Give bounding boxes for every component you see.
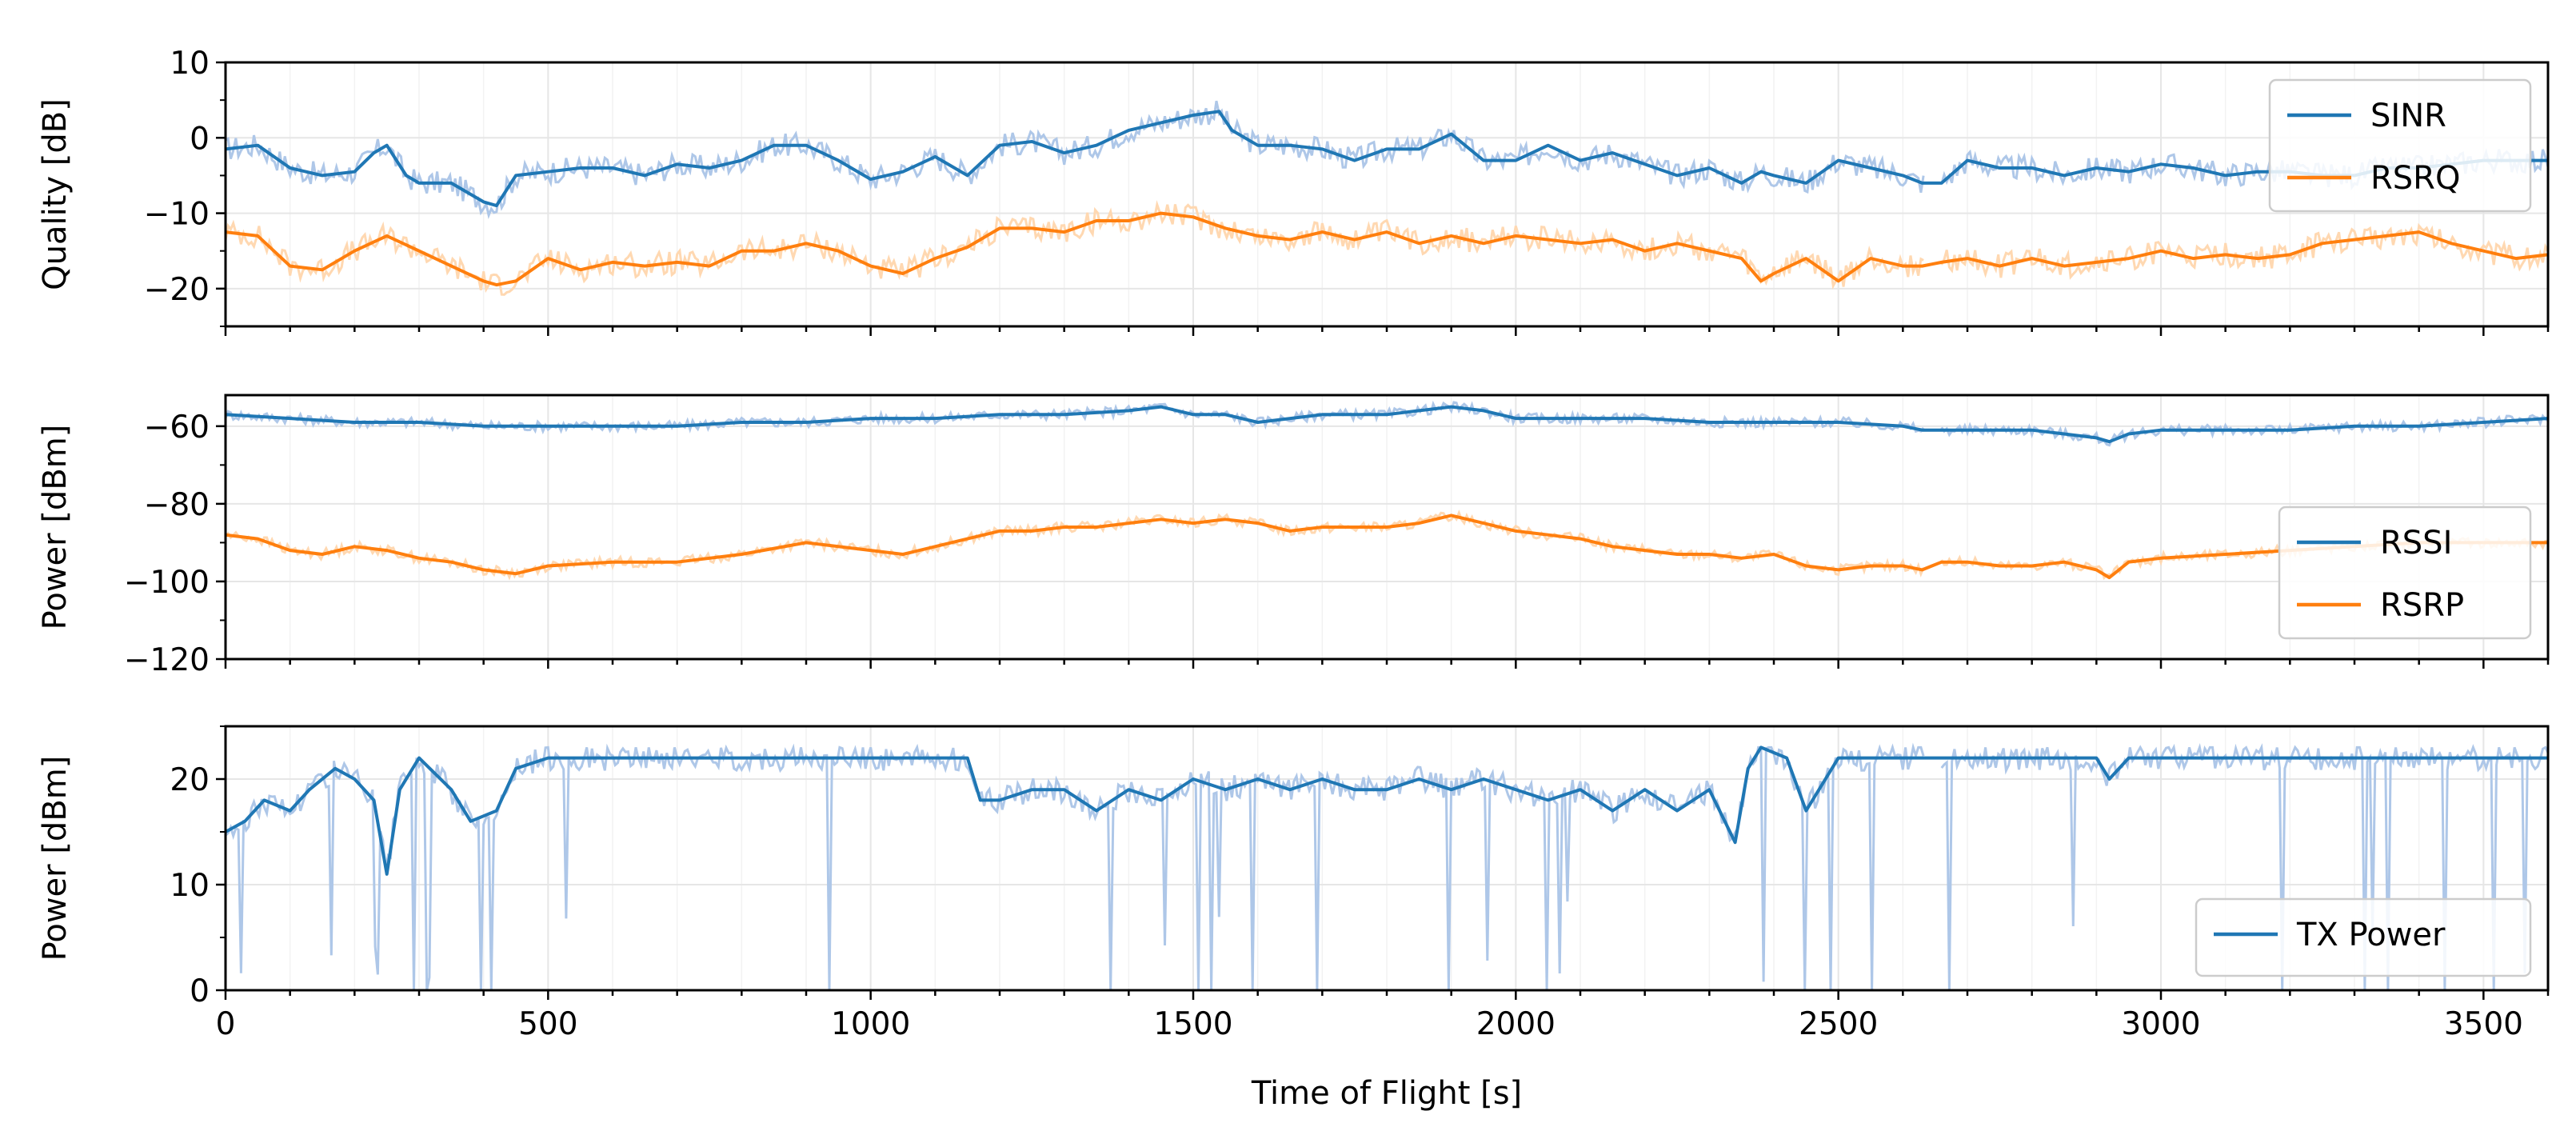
- legend-box: [2195, 897, 2532, 977]
- panel-top: 10 0 −10 −20 Quality [dB] SINR RSRQ: [37, 46, 2550, 336]
- x-ticks: [224, 659, 2550, 669]
- y-ticks: 10 0 −10 −20: [144, 46, 226, 327]
- y-tick-label: −60: [144, 410, 210, 446]
- series-line-rsrp: [226, 514, 2548, 580]
- series-line-sinr: [226, 110, 2548, 208]
- y-ticks: 0 10 20: [170, 725, 226, 1009]
- legend-label: TX Power: [2296, 917, 2446, 953]
- x-axis-label: Time of Flight [s]: [1251, 1075, 1522, 1112]
- y-tick-label: −80: [144, 487, 210, 523]
- x-ticks: [224, 326, 2550, 336]
- x-tick-label: 1500: [1153, 1006, 1232, 1042]
- y-ticks: −60 −80 −100 −120: [124, 410, 226, 678]
- y-tick-label: −100: [124, 565, 210, 601]
- x-tick-label: 1000: [831, 1006, 910, 1042]
- y-tick-label: −20: [144, 272, 210, 308]
- plot-area: [226, 742, 2548, 990]
- series-line-rsrq: [226, 211, 2548, 287]
- x-tick-label: 500: [518, 1006, 577, 1042]
- legend: TX Power: [2195, 897, 2532, 977]
- x-tick-label: 2000: [1476, 1006, 1556, 1042]
- legend-label: SINR: [2370, 98, 2446, 134]
- series-line-tx-power: [226, 745, 2548, 876]
- legend: SINR RSRQ: [2268, 78, 2532, 213]
- y-tick-label: 0: [190, 973, 210, 1009]
- legend-label: RSRQ: [2370, 160, 2460, 197]
- x-tick-label: 0: [216, 1006, 236, 1042]
- panel-bottom: 0 10 20 0 500 1000 1500 2000 2500 3000 3500 Time of…: [37, 725, 2550, 1112]
- legend: RSSI RSRP: [2278, 506, 2532, 640]
- y-axis-label: Power [dBm]: [37, 425, 74, 630]
- y-axis-label: Quality [dB]: [37, 98, 74, 290]
- y-tick-label: 10: [170, 46, 210, 82]
- y-tick-label: 10: [170, 868, 210, 904]
- x-tick-label: 2500: [1799, 1006, 1878, 1042]
- y-tick-label: 20: [170, 762, 210, 798]
- y-tick-label: 0: [190, 121, 210, 157]
- y-axis-label: Power [dBm]: [37, 756, 74, 961]
- panel-middle: −60 −80 −100 −120 Power [dBm] RSSI RSRP: [37, 394, 2550, 678]
- x-ticks: [224, 990, 2550, 1000]
- y-tick-label: −10: [144, 197, 210, 233]
- x-tick-label: 3500: [2444, 1006, 2523, 1042]
- x-tick-label: 3000: [2121, 1006, 2200, 1042]
- series-line-rssi: [226, 405, 2548, 444]
- legend-label: RSSI: [2380, 525, 2452, 562]
- plot-area: [226, 100, 2548, 296]
- y-tick-label: −120: [124, 642, 210, 678]
- legend-label: RSRP: [2380, 587, 2464, 624]
